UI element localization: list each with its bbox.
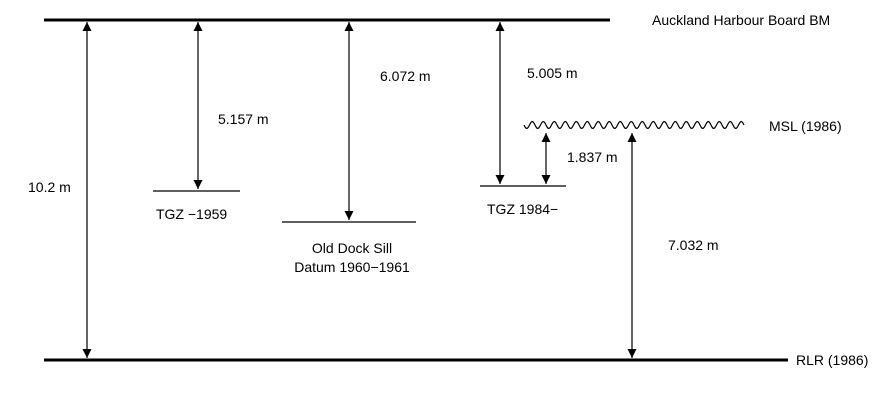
bench-mark-label: Auckland Harbour Board BM <box>652 12 830 28</box>
bm-to-tgz-1959-value: 5.157 m <box>218 111 269 127</box>
old-dock-sill-label: Old Dock Sill <box>312 240 392 256</box>
bm-to-old-dock-sill-value: 6.072 m <box>380 68 431 84</box>
rlr-to-msl-value: 7.032 m <box>668 237 719 253</box>
bm-to-rlr-value: 10.2 m <box>28 179 71 195</box>
msl-wavy-line <box>523 120 745 130</box>
tgz-1984-label: TGZ 1984− <box>487 201 558 217</box>
tgz-1984-to-msl-value: 1.837 m <box>567 149 618 165</box>
msl-label: MSL (1986) <box>769 118 842 134</box>
rlr-label: RLR (1986) <box>796 352 868 368</box>
bm-to-tgz-1984-value: 5.005 m <box>527 65 578 81</box>
tgz-1959-label: TGZ −1959 <box>156 206 227 222</box>
old-dock-sill-datum-label: Datum 1960−1961 <box>294 259 410 275</box>
